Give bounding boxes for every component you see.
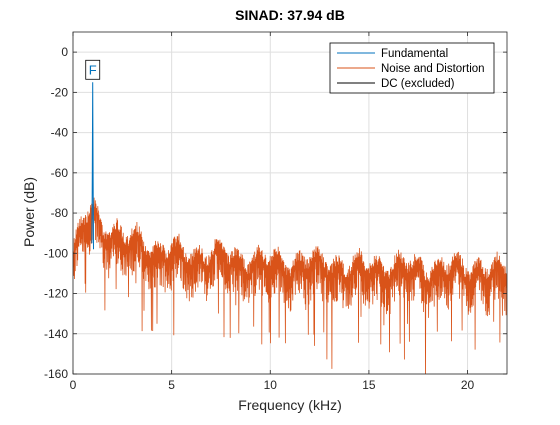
x-tick-label: 20 — [461, 378, 475, 392]
y-tick-label: -120 — [44, 287, 68, 301]
legend-entry: DC (excluded) — [381, 78, 455, 90]
x-tick-label: 15 — [362, 378, 376, 392]
series-fundamental — [91, 82, 94, 250]
y-tick-label: 0 — [61, 45, 68, 59]
x-tick-label: 0 — [70, 378, 77, 392]
x-tick-label: 5 — [168, 378, 175, 392]
series-noise-and-distortion — [73, 197, 507, 374]
y-axis-label: Power (dB) — [21, 177, 37, 247]
legend-entry: Noise and Distortion — [381, 63, 485, 75]
y-tick-label: -140 — [44, 327, 68, 341]
y-tick-label: -100 — [44, 246, 68, 260]
y-tick-label: -160 — [44, 367, 68, 381]
legend-entry: Fundamental — [381, 48, 448, 60]
y-tick-label: -80 — [51, 206, 69, 220]
y-tick-label: -40 — [51, 126, 69, 140]
annotation-box — [85, 59, 101, 80]
x-axis-label: Frequency (kHz) — [238, 397, 341, 413]
chart-title: SINAD: 37.94 dB — [235, 7, 345, 23]
y-tick-label: -60 — [51, 166, 69, 180]
x-tick-label: 10 — [264, 378, 278, 392]
y-tick-label: -20 — [51, 85, 69, 99]
annotation-label: F — [89, 62, 97, 77]
axes-box — [72, 31, 508, 375]
